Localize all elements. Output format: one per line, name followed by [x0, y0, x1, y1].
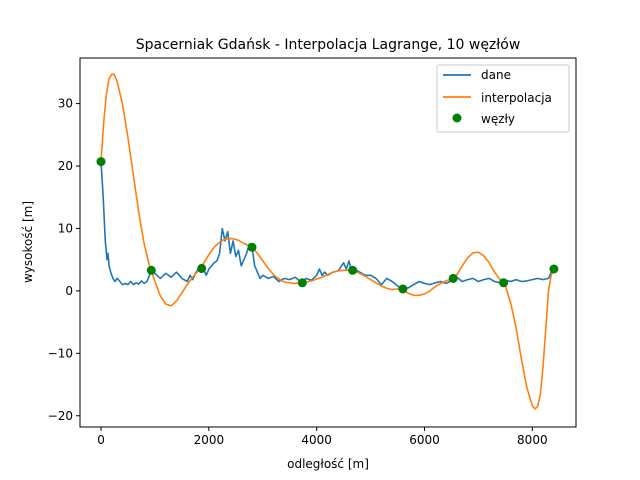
chart-title: Spacerniak Gdańsk - Interpolacja Lagrang… — [136, 37, 521, 53]
node-point — [146, 265, 156, 275]
y-tick-label: −10 — [48, 346, 73, 360]
series-line-dane — [100, 161, 555, 290]
node-point — [197, 263, 207, 273]
x-tick-label: 0 — [97, 433, 105, 447]
node-point — [499, 278, 509, 288]
x-axis-label: odległość [m] — [287, 457, 369, 471]
y-axis-label: wysokość [m] — [21, 201, 35, 283]
y-tick-label: −20 — [48, 409, 73, 423]
y-tick-label: 10 — [58, 221, 73, 235]
x-tick-label: 8000 — [517, 433, 548, 447]
series-layer — [96, 73, 559, 410]
node-point — [348, 265, 358, 275]
legend-swatch-wezly — [452, 113, 462, 123]
node-point — [247, 242, 257, 252]
plot-frame — [79, 57, 577, 428]
y-tick-label: 30 — [58, 97, 73, 111]
y-tick-label: 20 — [58, 159, 73, 173]
x-tick-label: 4000 — [301, 433, 332, 447]
node-point — [549, 264, 559, 274]
legend-label-dane: dane — [481, 68, 511, 82]
x-tick-label: 2000 — [194, 433, 225, 447]
node-point — [448, 273, 458, 283]
legend-label-interpolacja: interpolacja — [481, 91, 552, 105]
x-axis: 0 2000 4000 6000 8000 — [97, 427, 548, 447]
legend-label-wezly: węzły — [481, 112, 515, 126]
y-axis: −20 −10 0 10 20 30 — [48, 97, 80, 423]
series-line-interpolacja — [100, 73, 555, 410]
legend: dane interpolacja węzły — [436, 64, 570, 133]
node-point — [297, 278, 307, 288]
legend-box — [436, 64, 570, 133]
x-tick-label: 6000 — [409, 433, 440, 447]
node-point — [398, 284, 408, 294]
y-tick-label: 0 — [65, 284, 73, 298]
node-point — [96, 157, 106, 167]
